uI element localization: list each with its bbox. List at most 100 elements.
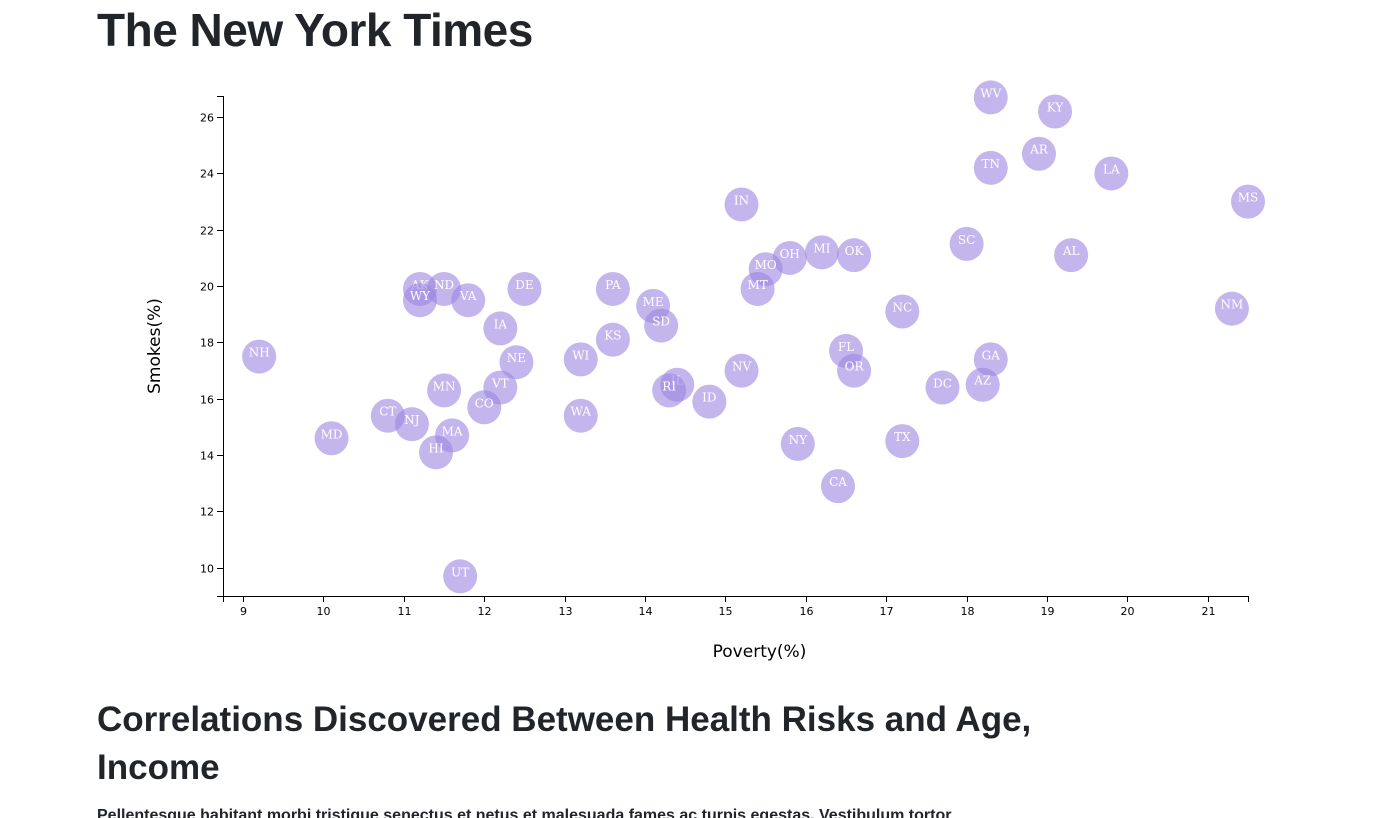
state-circle[interactable]: [451, 283, 486, 318]
state-point-co[interactable]: CO: [467, 390, 502, 425]
state-circle[interactable]: [780, 426, 815, 461]
state-point-wy[interactable]: WY: [402, 283, 437, 318]
state-circle[interactable]: [443, 559, 478, 594]
state-point-dc[interactable]: DC: [925, 370, 960, 405]
state-circle[interactable]: [1231, 184, 1265, 219]
state-circle[interactable]: [1054, 238, 1089, 273]
state-circle[interactable]: [821, 469, 855, 504]
state-label: IA: [494, 317, 508, 331]
state-circle[interactable]: [483, 311, 518, 346]
state-circle[interactable]: [740, 271, 775, 306]
state-circle[interactable]: [419, 435, 454, 470]
state-point-de[interactable]: DE: [507, 271, 542, 306]
y-axis-title[interactable]: Smokes(%): [145, 298, 165, 394]
state-circle[interactable]: [652, 373, 687, 408]
state-circle[interactable]: [837, 238, 872, 273]
state-circle[interactable]: [1021, 136, 1056, 171]
state-label: DE: [515, 278, 533, 292]
state-label: OR: [845, 360, 865, 374]
state-point-ky[interactable]: KY: [1038, 94, 1073, 129]
state-point-sc[interactable]: SC: [949, 226, 984, 261]
state-circle[interactable]: [925, 370, 960, 405]
state-point-wa[interactable]: WA: [563, 398, 598, 433]
state-point-ar[interactable]: AR: [1021, 136, 1056, 171]
state-circle[interactable]: [692, 384, 727, 419]
state-point-or[interactable]: OR: [837, 353, 872, 388]
state-circle[interactable]: [837, 353, 872, 388]
state-circle[interactable]: [1038, 94, 1073, 129]
state-point-ny[interactable]: NY: [780, 426, 815, 461]
state-label: KS: [604, 329, 621, 343]
state-point-nj[interactable]: NJ: [394, 407, 429, 442]
state-circle[interactable]: [427, 373, 462, 408]
y-tick-label: 26: [200, 112, 214, 125]
state-point-nc[interactable]: NC: [885, 294, 920, 329]
state-point-nh[interactable]: NH: [242, 339, 277, 374]
x-axis-title[interactable]: Poverty(%): [713, 642, 807, 662]
state-circle[interactable]: [804, 235, 839, 270]
state-point-in[interactable]: IN: [724, 187, 759, 222]
state-point-ne[interactable]: NE: [499, 345, 534, 380]
x-axis: 9 10 11 12 13 14 15 16 17 18 19 20 21: [223, 596, 1249, 618]
state-point-mi[interactable]: MI: [804, 235, 839, 270]
state-circle[interactable]: [949, 226, 984, 261]
state-point-mt[interactable]: MT: [740, 271, 775, 306]
state-circle[interactable]: [242, 339, 277, 374]
y-tick-label: 18: [200, 337, 214, 350]
x-tick-label: 12: [478, 605, 492, 618]
state-point-ca[interactable]: CA: [821, 469, 855, 504]
state-circle[interactable]: [595, 322, 630, 357]
state-circle[interactable]: [467, 390, 502, 425]
state-circle[interactable]: [1094, 156, 1129, 191]
state-point-ok[interactable]: OK: [837, 238, 872, 273]
state-circle[interactable]: [507, 271, 542, 306]
poverty-smokes-scatter-chart: 10 12 14 16 18 20 22 24 26 9 10 11 12 13 14 15 16 17 18 19…: [145, 80, 1265, 662]
state-point-mn[interactable]: MN: [427, 373, 462, 408]
state-label: WV: [980, 86, 1001, 100]
state-circle[interactable]: [563, 342, 598, 377]
state-circle[interactable]: [724, 187, 759, 222]
state-label: WA: [571, 405, 592, 419]
state-circle[interactable]: [394, 407, 429, 442]
state-point-sd[interactable]: SD: [644, 308, 679, 343]
state-circle[interactable]: [973, 150, 1008, 185]
data-points: WVKYARTNLAMSINSCMIOKALOHMOAKNDDEPAMTWYVA…: [242, 80, 1265, 594]
state-point-nv[interactable]: NV: [724, 353, 759, 388]
state-point-az[interactable]: AZ: [965, 367, 1000, 402]
state-point-ms[interactable]: MS: [1231, 184, 1265, 219]
state-label: NJ: [404, 413, 420, 427]
state-point-al[interactable]: AL: [1054, 238, 1089, 273]
state-circle[interactable]: [965, 367, 1000, 402]
x-tick-label: 20: [1121, 605, 1135, 618]
state-point-wi[interactable]: WI: [563, 342, 598, 377]
state-point-nm[interactable]: NM: [1214, 291, 1249, 326]
state-circle[interactable]: [885, 294, 920, 329]
state-point-ut[interactable]: UT: [443, 559, 478, 594]
state-point-tx[interactable]: TX: [885, 424, 920, 459]
state-label: NM: [1221, 298, 1244, 312]
state-point-ma[interactable]: MA: [435, 418, 470, 453]
state-point-pa[interactable]: PA: [595, 271, 630, 306]
state-circle[interactable]: [1214, 291, 1249, 326]
state-point-ks[interactable]: KS: [595, 322, 630, 357]
state-point-ia[interactable]: IA: [483, 311, 518, 346]
state-circle[interactable]: [724, 353, 759, 388]
state-circle[interactable]: [499, 345, 534, 380]
state-point-va[interactable]: VA: [451, 283, 486, 318]
state-point-hi[interactable]: HI: [419, 435, 454, 470]
state-point-id[interactable]: ID: [692, 384, 727, 419]
state-circle[interactable]: [885, 424, 920, 459]
state-point-ri[interactable]: RI: [652, 373, 687, 408]
state-circle[interactable]: [644, 308, 679, 343]
state-point-wv[interactable]: WV: [973, 80, 1008, 115]
state-circle[interactable]: [402, 283, 437, 318]
state-point-la[interactable]: LA: [1094, 156, 1129, 191]
state-label: AR: [1029, 143, 1049, 157]
state-point-md[interactable]: MD: [314, 421, 349, 456]
state-point-tn[interactable]: TN: [973, 150, 1008, 185]
state-circle[interactable]: [595, 271, 630, 306]
state-circle[interactable]: [973, 80, 1008, 115]
state-circle[interactable]: [563, 398, 598, 433]
state-circle[interactable]: [314, 421, 349, 456]
state-label: CO: [475, 396, 494, 410]
